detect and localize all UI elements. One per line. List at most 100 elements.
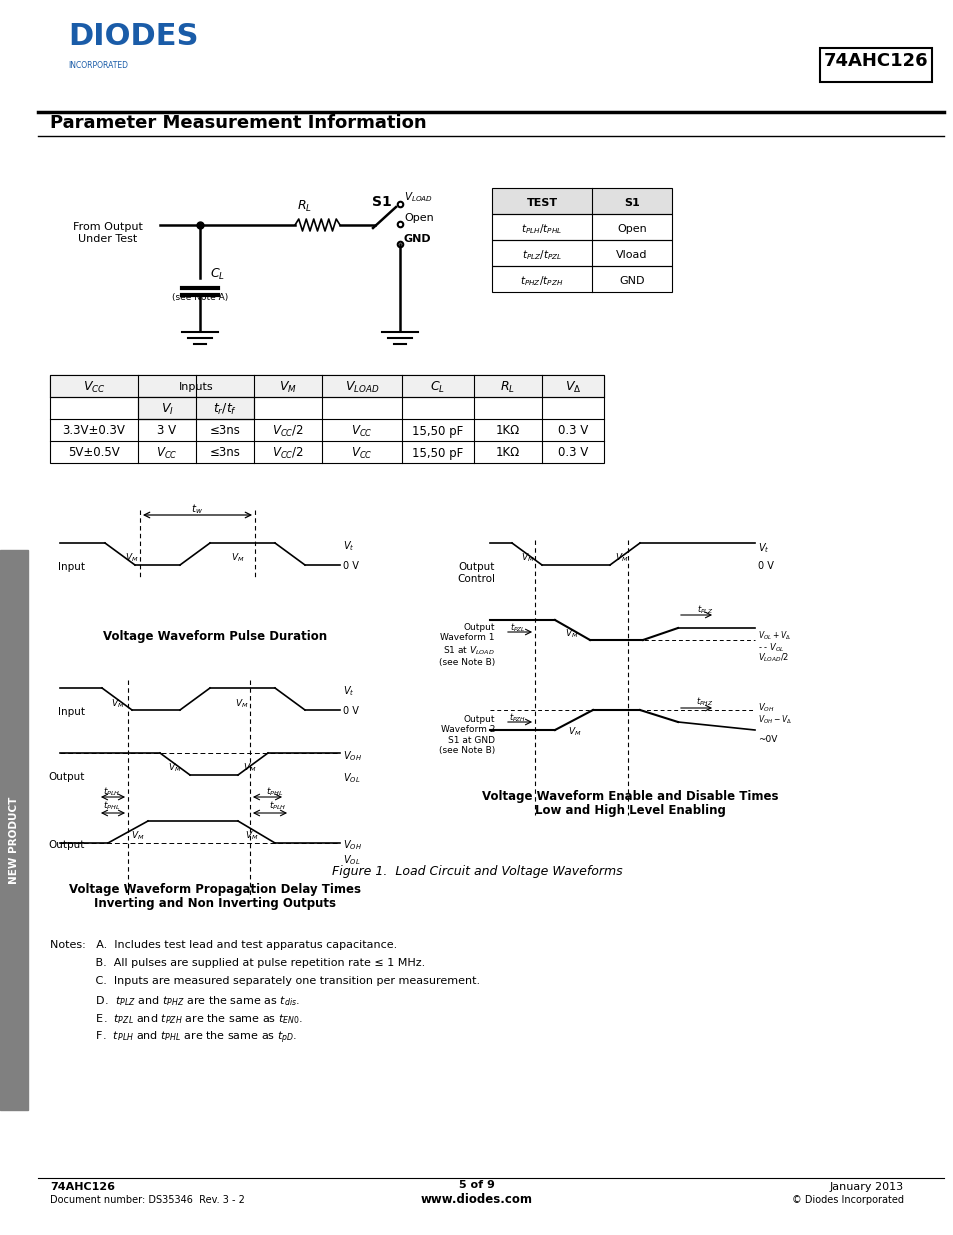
Text: $V_M$: $V_M$ — [112, 697, 125, 709]
Text: $V_{\Delta}$: $V_{\Delta}$ — [564, 379, 580, 394]
Text: 0.3 V: 0.3 V — [558, 425, 587, 437]
Text: 1KΩ: 1KΩ — [496, 447, 519, 459]
Text: Open: Open — [617, 224, 646, 233]
Text: NEW PRODUCT: NEW PRODUCT — [9, 797, 19, 884]
Text: 1KΩ: 1KΩ — [496, 425, 519, 437]
Text: B.  All pulses are supplied at pulse repetition rate ≤ 1 MHz.: B. All pulses are supplied at pulse repe… — [50, 958, 425, 968]
Text: $t_{PLZ}/t_{PZL}$: $t_{PLZ}/t_{PZL}$ — [521, 248, 561, 262]
Text: 5 of 9: 5 of 9 — [458, 1179, 495, 1191]
Text: C.  Inputs are measured separately one transition per measurement.: C. Inputs are measured separately one tr… — [50, 976, 479, 986]
Text: $V_M$: $V_M$ — [279, 379, 296, 394]
Text: $V_{OH}-V_{\Delta}$: $V_{OH}-V_{\Delta}$ — [758, 713, 791, 725]
Text: Output
Control: Output Control — [456, 562, 495, 584]
Text: 0 V: 0 V — [343, 706, 358, 716]
Text: www.diodes.com: www.diodes.com — [420, 1193, 533, 1207]
Text: $V_M$: $V_M$ — [132, 830, 145, 842]
Text: GND: GND — [403, 233, 431, 245]
Text: ≤3ns: ≤3ns — [210, 425, 240, 437]
Text: $V_M$: $V_M$ — [568, 726, 581, 739]
Text: $t_{PZH}$: $t_{PZH}$ — [509, 711, 526, 724]
Text: $V_{LOAD}/2$: $V_{LOAD}/2$ — [758, 651, 788, 663]
Text: Open: Open — [403, 212, 434, 224]
Text: $V_M$: $V_M$ — [565, 627, 578, 640]
Text: 15,50 pF: 15,50 pF — [412, 425, 463, 437]
Text: $t_r/t_f$: $t_r/t_f$ — [213, 401, 237, 416]
Text: $V_{CC}$: $V_{CC}$ — [351, 424, 373, 438]
Text: Vload: Vload — [616, 249, 647, 261]
Text: Voltage Waveform Enable and Disable Times: Voltage Waveform Enable and Disable Time… — [481, 790, 778, 803]
Bar — [0, 550, 28, 1110]
Text: $V_{OH}$: $V_{OH}$ — [343, 748, 361, 763]
Text: $V_M$: $V_M$ — [615, 552, 628, 564]
Text: $V_{LOAD}$: $V_{LOAD}$ — [403, 190, 433, 204]
Text: $V_{CC}/2$: $V_{CC}/2$ — [272, 424, 304, 438]
Text: 0.3 V: 0.3 V — [558, 447, 587, 459]
Text: $V_M$: $V_M$ — [235, 697, 249, 709]
Text: $t_w$: $t_w$ — [191, 501, 203, 516]
Text: Output: Output — [49, 772, 85, 782]
Text: $V_{LOAD}$: $V_{LOAD}$ — [344, 379, 379, 394]
Text: Output
Waveform 1
S1 at $V_{LOAD}$
(see Note B): Output Waveform 1 S1 at $V_{LOAD}$ (see … — [438, 622, 495, 667]
Text: $V_{CC}$: $V_{CC}$ — [156, 446, 177, 461]
Text: $R_L$: $R_L$ — [297, 199, 313, 214]
Text: $V_{OH}$: $V_{OH}$ — [343, 839, 361, 852]
Text: $t_{PHL}$: $t_{PHL}$ — [266, 785, 283, 799]
Text: Inputs: Inputs — [178, 382, 213, 391]
Text: Output: Output — [49, 840, 85, 850]
Bar — [820, 48, 931, 82]
Text: $V_t$: $V_t$ — [343, 538, 355, 553]
Text: $R_L$: $R_L$ — [500, 379, 515, 394]
Text: $V_{OL}$: $V_{OL}$ — [343, 771, 360, 784]
Bar — [138, 396, 253, 419]
Text: Output
Waveform 2
S1 at GND
(see Note B): Output Waveform 2 S1 at GND (see Note B) — [438, 715, 495, 755]
Text: S1: S1 — [623, 198, 639, 207]
Text: 3 V: 3 V — [157, 425, 176, 437]
Bar — [50, 375, 603, 396]
Text: $V_{OL}+V_{\Delta}$: $V_{OL}+V_{\Delta}$ — [758, 629, 790, 641]
Text: 74AHC126: 74AHC126 — [50, 1182, 115, 1192]
Text: TEST: TEST — [526, 198, 557, 207]
Text: Voltage Waveform Pulse Duration: Voltage Waveform Pulse Duration — [103, 630, 327, 643]
Text: DIODES: DIODES — [68, 22, 198, 51]
Text: January 2013: January 2013 — [829, 1182, 903, 1192]
Text: $t_{PZL}$: $t_{PZL}$ — [510, 621, 525, 634]
Text: 0 V: 0 V — [758, 561, 773, 571]
Text: 5V±0.5V: 5V±0.5V — [68, 447, 120, 459]
Text: From Output
Under Test: From Output Under Test — [73, 222, 143, 243]
Text: ~0V: ~0V — [758, 735, 777, 743]
Text: 3.3V±0.3V: 3.3V±0.3V — [63, 425, 125, 437]
Bar — [492, 240, 671, 266]
Text: Input: Input — [58, 706, 85, 718]
Text: $t_{PHL}$: $t_{PHL}$ — [103, 800, 120, 813]
Text: F.  $t_{PLH}$ and $t_{PHL}$ are the same as $t_{pD}$.: F. $t_{PLH}$ and $t_{PHL}$ are the same … — [50, 1030, 296, 1046]
Text: $V_M$: $V_M$ — [245, 830, 258, 842]
Text: $V_M$: $V_M$ — [168, 762, 182, 774]
Text: Parameter Measurement Information: Parameter Measurement Information — [50, 114, 426, 132]
Text: ≤3ns: ≤3ns — [210, 447, 240, 459]
Text: Low and High Level Enabling: Low and High Level Enabling — [534, 804, 724, 818]
Text: $V_{CC}$: $V_{CC}$ — [351, 446, 373, 461]
Text: $t_{PLH}$: $t_{PLH}$ — [103, 785, 121, 799]
Text: Figure 1.  Load Circuit and Voltage Waveforms: Figure 1. Load Circuit and Voltage Wavef… — [332, 864, 621, 878]
Text: $V_M$: $V_M$ — [231, 552, 245, 564]
Bar — [50, 375, 603, 463]
Text: 0 V: 0 V — [343, 561, 358, 571]
Text: $C_L$: $C_L$ — [210, 267, 225, 282]
Text: $t_{PLH}$: $t_{PLH}$ — [269, 800, 287, 813]
Bar — [492, 266, 671, 291]
Text: $t_{PLH}/t_{PHL}$: $t_{PLH}/t_{PHL}$ — [521, 222, 562, 236]
Bar — [492, 188, 671, 214]
Text: 74AHC126: 74AHC126 — [822, 52, 927, 70]
Text: $V_M$: $V_M$ — [243, 762, 256, 774]
Text: $V_{CC}$: $V_{CC}$ — [83, 379, 105, 394]
Text: GND: GND — [618, 275, 644, 287]
Text: $V_M$: $V_M$ — [520, 552, 535, 564]
Bar — [492, 214, 671, 240]
Text: $V_{CC}/2$: $V_{CC}/2$ — [272, 446, 304, 461]
Text: S1: S1 — [372, 195, 392, 209]
Text: D.  $t_{PLZ}$ and $t_{PHZ}$ are the same as $t_{dis}$.: D. $t_{PLZ}$ and $t_{PHZ}$ are the same … — [50, 994, 299, 1008]
Text: Inverting and Non Inverting Outputs: Inverting and Non Inverting Outputs — [94, 897, 335, 910]
Text: INCORPORATED: INCORPORATED — [68, 61, 128, 70]
Text: $V_I$: $V_I$ — [160, 401, 173, 416]
Text: - - $V_{OL}$: - - $V_{OL}$ — [758, 641, 783, 653]
